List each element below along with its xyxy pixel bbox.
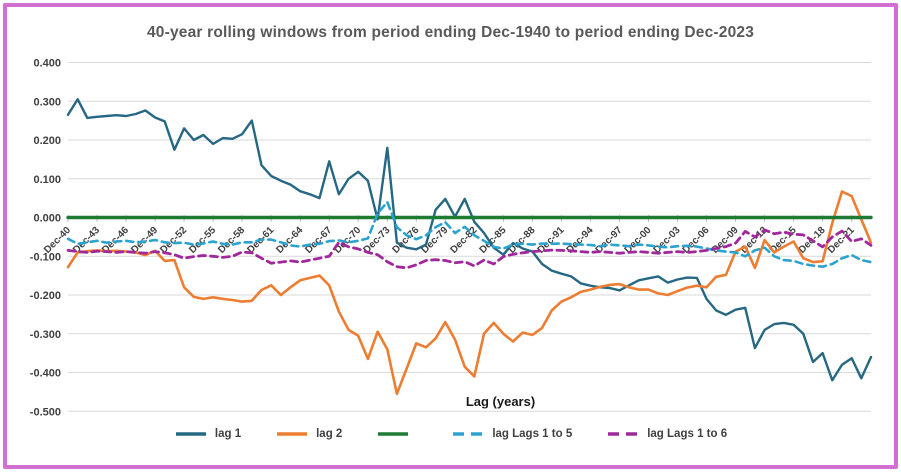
series-line-lag-2 bbox=[66, 190, 873, 396]
legend-label: lag 1 bbox=[214, 428, 242, 440]
series-line-lag-1 bbox=[66, 98, 873, 382]
x-axis-tick-label: Dec-70 bbox=[332, 225, 363, 256]
x-axis-tick-label: Dec-00 bbox=[623, 225, 654, 256]
y-axis-tick-label: -0.100 bbox=[30, 251, 61, 263]
y-axis-tick-label: 0.400 bbox=[33, 58, 61, 70]
x-axis-tick-label: Dec-64 bbox=[274, 225, 305, 256]
legend: lag 1 lag 2 lag Lags 1 to 5 lag Lags 1 t… bbox=[0, 428, 901, 440]
legend-line-swatch bbox=[175, 432, 206, 436]
legend-item-lags-1-to-6[interactable]: lag Lags 1 to 6 bbox=[606, 428, 727, 440]
x-axis-tick-label: Dec-58 bbox=[216, 225, 247, 256]
y-axis-tick-label: 0.300 bbox=[33, 96, 61, 108]
legend-item-lags-1-to-5[interactable]: lag Lags 1 to 5 bbox=[451, 428, 572, 440]
legend-line-swatch bbox=[608, 432, 639, 436]
legend-item-lag-2[interactable]: lag 2 bbox=[275, 428, 342, 440]
series-line-lag-lags-1-to-5 bbox=[66, 200, 873, 269]
legend-label: lag Lags 1 to 6 bbox=[647, 428, 728, 440]
x-axis-tick-label: Dec-55 bbox=[187, 225, 218, 256]
x-axis-tick-label: Dec-82 bbox=[448, 225, 479, 256]
legend-line-swatch bbox=[378, 432, 409, 436]
legend-line-swatch bbox=[453, 432, 484, 436]
y-axis-tick-label: -0.400 bbox=[30, 368, 61, 380]
legend-item-zero-line[interactable] bbox=[376, 430, 417, 438]
chart-title[interactable]: 40-year rolling windows from period endi… bbox=[146, 24, 755, 41]
x-axis-tick-label: Dec-52 bbox=[158, 225, 189, 256]
x-axis-title[interactable]: Lag (years) bbox=[465, 394, 536, 409]
y-axis-tick-label: -0.200 bbox=[30, 290, 61, 302]
y-axis-tick-label: 0.000 bbox=[33, 213, 61, 225]
legend-line-swatch bbox=[277, 432, 308, 436]
series-line-lag-lags-1-to-6 bbox=[66, 228, 873, 270]
legend-label: lag 2 bbox=[316, 428, 343, 440]
legend-label: lag Lags 1 to 5 bbox=[492, 428, 573, 440]
y-axis-tick-label: 0.100 bbox=[33, 174, 61, 186]
y-axis-tick-label: 0.200 bbox=[33, 135, 61, 147]
x-axis-tick-label: Dec-79 bbox=[419, 225, 450, 256]
y-axis-tick-label: -0.500 bbox=[30, 406, 61, 418]
legend-item-lag-1[interactable]: lag 1 bbox=[174, 428, 241, 440]
y-axis-tick-label: -0.300 bbox=[30, 329, 61, 341]
